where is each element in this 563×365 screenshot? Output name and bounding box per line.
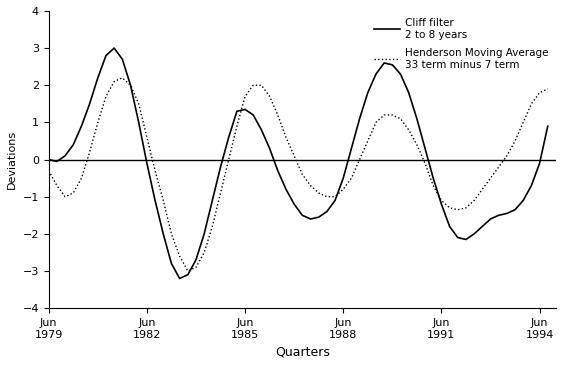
Henderson Moving Average
33 term minus 7 term	[86, 150, 93, 154]
Cliff filter
2 to 8 years	[111, 46, 118, 50]
Cliff filter
2 to 8 years	[86, 101, 93, 106]
Cliff filter
2 to 8 years	[307, 217, 314, 221]
Henderson Moving Average
33 term minus 7 term	[193, 265, 199, 269]
Cliff filter
2 to 8 years	[46, 157, 52, 162]
Cliff filter
2 to 8 years	[495, 213, 502, 218]
Y-axis label: Deviations: Deviations	[7, 130, 17, 189]
X-axis label: Quarters: Quarters	[275, 345, 330, 358]
Henderson Moving Average
33 term minus 7 term	[46, 169, 52, 173]
Cliff filter
2 to 8 years	[544, 124, 551, 128]
Line: Henderson Moving Average
33 term minus 7 term: Henderson Moving Average 33 term minus 7…	[49, 78, 548, 271]
Henderson Moving Average
33 term minus 7 term	[307, 183, 314, 188]
Henderson Moving Average
33 term minus 7 term	[364, 139, 371, 143]
Cliff filter
2 to 8 years	[151, 198, 158, 203]
Line: Cliff filter
2 to 8 years: Cliff filter 2 to 8 years	[49, 48, 548, 278]
Henderson Moving Average
33 term minus 7 term	[544, 87, 551, 91]
Cliff filter
2 to 8 years	[364, 91, 371, 95]
Henderson Moving Average
33 term minus 7 term	[495, 165, 502, 169]
Cliff filter
2 to 8 years	[176, 276, 183, 281]
Henderson Moving Average
33 term minus 7 term	[185, 269, 191, 273]
Henderson Moving Average
33 term minus 7 term	[119, 76, 126, 80]
Legend: Cliff filter
2 to 8 years, Henderson Moving Average
33 term minus 7 term: Cliff filter 2 to 8 years, Henderson Mov…	[372, 16, 551, 72]
Cliff filter
2 to 8 years	[193, 258, 199, 262]
Henderson Moving Average
33 term minus 7 term	[151, 169, 158, 173]
